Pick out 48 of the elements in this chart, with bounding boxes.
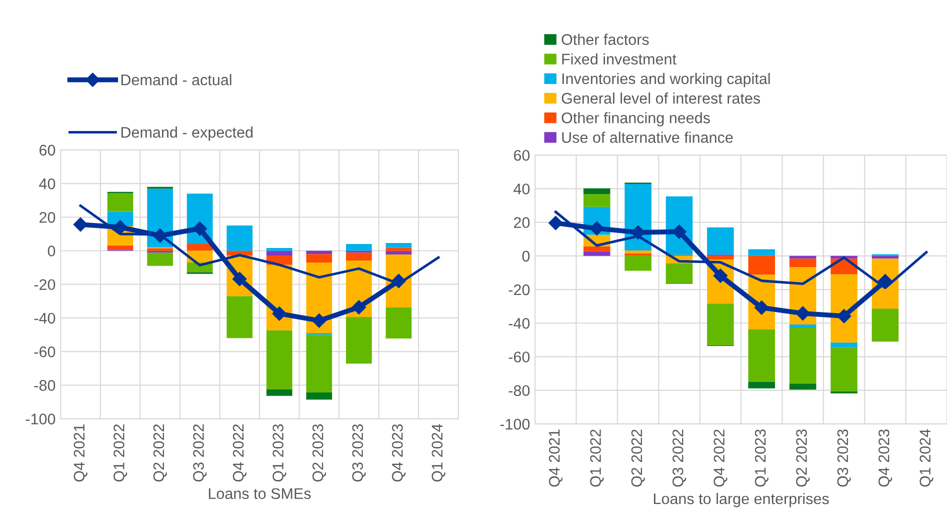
y-tick-label: 0	[48, 246, 56, 256]
x-tick-label: Q3 2023	[352, 424, 366, 482]
x-tick-label: Q1 2022	[590, 430, 604, 487]
x-tick-label: Q4 2021	[548, 430, 562, 487]
y-tick-label: -40	[508, 318, 530, 329]
x-tick-label: Q2 2023	[796, 429, 810, 487]
y-tick-label: -80	[34, 380, 56, 391]
y-tick-label: -60	[34, 346, 56, 358]
x-tick-label: Q1 2023	[272, 424, 286, 482]
x-tick-label: Q2 2023	[312, 424, 326, 482]
x-tick-label: Q3 2022	[672, 430, 686, 487]
y-tick-label: -20	[508, 284, 530, 296]
y-tick-label: -100	[500, 418, 530, 430]
x-tick-label: Q4 2021	[74, 424, 88, 482]
legend-label: Demand - expected	[121, 126, 253, 141]
y-tick-label: 20	[514, 217, 530, 228]
legend-label: General level of interest rates	[562, 92, 760, 104]
y-tick-label: 20	[40, 212, 56, 223]
x-tick-label: Q1 2022	[114, 424, 128, 482]
legend-label: Use of alternative finance	[562, 132, 733, 143]
y-tick-label: 40	[39, 178, 56, 190]
x-tick-label: Q4 2022	[232, 424, 246, 482]
legend-label: Other financing needs	[562, 112, 710, 126]
x-tick-label: Q3 2023	[837, 429, 851, 487]
legend-label: Demand - actual	[121, 74, 232, 86]
y-tick-label: -60	[508, 352, 530, 362]
y-tick-label: -100	[26, 414, 56, 424]
x-tick-label: Q2 2022	[153, 424, 167, 482]
x-tick-label: Q2 2022	[631, 430, 645, 487]
legend-label: Inventories and working capital	[562, 72, 770, 88]
x-tick-label: Q4 2023	[392, 424, 406, 482]
y-tick-label: -80	[508, 385, 530, 396]
x-tick-label: Q1 2024	[432, 424, 446, 482]
legend-label: Fixed investment	[562, 53, 676, 65]
x-axis-title: Loans to large enterprises	[654, 492, 829, 508]
x-tick-label: Q3 2022	[193, 424, 207, 482]
x-tick-label: Q1 2023	[754, 429, 768, 487]
y-tick-label: 60	[514, 150, 530, 161]
x-tick-label: Q4 2023	[878, 429, 892, 487]
y-tick-label: 0	[522, 250, 530, 262]
x-tick-label: Q1 2024	[920, 429, 934, 487]
legend-label: Other factors	[562, 34, 649, 45]
y-tick-label: -20	[34, 279, 56, 290]
y-tick-label: 60	[40, 144, 56, 156]
y-tick-label: -40	[34, 312, 56, 324]
x-tick-label: Q4 2022	[714, 430, 728, 487]
y-tick-label: 40	[514, 184, 530, 194]
x-axis-title: Loans to SMEs	[208, 488, 311, 500]
